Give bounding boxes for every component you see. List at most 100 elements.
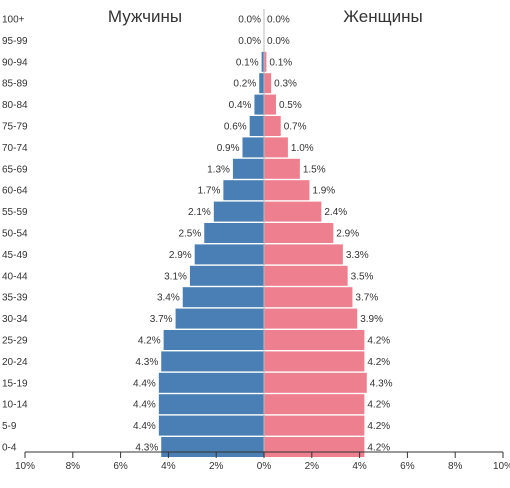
male-value-label: 4.4% (133, 378, 156, 389)
age-label: 5-9 (2, 421, 17, 432)
male-bar (158, 394, 264, 415)
x-tick-label: 4% (161, 461, 176, 472)
age-label: 15-19 (2, 378, 28, 389)
x-tick-label: 4% (352, 461, 367, 472)
female-value-label: 1.9% (312, 186, 335, 197)
male-bar (161, 351, 264, 372)
male-bar (161, 437, 264, 457)
x-tick-label: 0% (257, 461, 272, 472)
x-tick-label: 10% (15, 461, 35, 472)
female-bar (264, 351, 365, 372)
x-axis: 10% 8% 6% 4% 2% 0% 2% 4% 6% 8% 10% (15, 9, 510, 472)
male-bar (254, 94, 264, 115)
female-value-label: 1.5% (303, 164, 326, 175)
age-label: 40-44 (2, 271, 28, 282)
male-bar (175, 308, 264, 329)
male-bar (261, 51, 264, 72)
age-label: 95-99 (2, 36, 28, 47)
male-value-label: 0.0% (238, 15, 261, 26)
age-label: 30-34 (2, 314, 28, 325)
labels-group: 100+ 0.0% 0.0% 95-99 0.0% 0.0% 90-94 0.1% 0.1% 85… (2, 15, 393, 454)
male-value-label: 3.7% (150, 314, 173, 325)
female-value-label: 4.2% (367, 357, 390, 368)
female-value-label: 0.1% (269, 57, 292, 68)
female-bar (264, 265, 348, 286)
male-value-label: 4.4% (133, 400, 156, 411)
male-bar (194, 244, 264, 265)
female-value-label: 3.5% (351, 271, 374, 282)
male-value-label: 2.5% (178, 229, 201, 240)
female-bar (264, 180, 310, 201)
age-label: 50-54 (2, 229, 28, 240)
age-label: 90-94 (2, 57, 28, 68)
age-label: 35-39 (2, 293, 28, 304)
age-label: 0-4 (2, 443, 17, 454)
age-label: 45-49 (2, 250, 28, 261)
age-label: 85-89 (2, 79, 28, 90)
female-bar (264, 308, 358, 329)
x-tick-label: 2% (305, 461, 320, 472)
age-label: 55-59 (2, 207, 28, 218)
age-label: 60-64 (2, 186, 28, 197)
female-bar (264, 415, 365, 436)
male-bar (242, 137, 264, 158)
female-bar (264, 437, 365, 457)
male-value-label: 4.4% (133, 421, 156, 432)
male-bar (158, 372, 264, 393)
male-value-label: 0.1% (236, 57, 259, 68)
female-value-label: 4.3% (370, 378, 393, 389)
x-tick-label: 8% (448, 461, 463, 472)
age-label: 25-29 (2, 336, 28, 347)
male-value-label: 1.3% (207, 164, 230, 175)
age-label: 65-69 (2, 164, 28, 175)
age-label: 80-84 (2, 100, 28, 111)
male-bar (213, 201, 264, 222)
female-value-label: 1.0% (291, 143, 314, 154)
x-tick-label: 6% (400, 461, 415, 472)
male-bar (182, 287, 264, 308)
female-bar (264, 73, 272, 94)
male-value-label: 0.4% (229, 100, 252, 111)
x-tick-label: 2% (209, 461, 224, 472)
male-value-label: 1.7% (198, 186, 221, 197)
chart-title-male: Мужчины (108, 7, 182, 26)
male-value-label: 4.3% (135, 443, 158, 454)
female-value-label: 4.2% (367, 421, 390, 432)
female-value-label: 0.5% (279, 100, 302, 111)
age-label: 20-24 (2, 357, 28, 368)
female-value-label: 4.2% (367, 400, 390, 411)
x-tick-label: 10% (493, 461, 510, 472)
male-value-label: 4.3% (135, 357, 158, 368)
male-value-label: 2.9% (169, 250, 192, 261)
female-value-label: 4.2% (367, 443, 390, 454)
male-bar (204, 223, 264, 243)
female-bar (264, 51, 267, 72)
x-tick-label: 6% (113, 461, 128, 472)
female-bar (264, 158, 300, 179)
x-tick-label: 8% (66, 461, 81, 472)
male-value-label: 0.9% (217, 143, 240, 154)
male-bar (249, 116, 264, 136)
female-value-label: 3.7% (355, 293, 378, 304)
female-bar (264, 201, 322, 222)
female-bar (264, 94, 276, 115)
male-bar (158, 415, 264, 436)
male-bar (189, 265, 264, 286)
female-value-label: 4.2% (367, 336, 390, 347)
male-value-label: 4.2% (138, 336, 161, 347)
female-value-label: 3.3% (346, 250, 369, 261)
female-bar (264, 116, 281, 136)
female-bar (264, 330, 365, 350)
female-bar (264, 223, 334, 243)
male-value-label: 0.0% (238, 36, 261, 47)
female-value-label: 0.0% (267, 15, 290, 26)
female-value-label: 0.7% (284, 122, 307, 133)
male-value-label: 2.1% (188, 207, 211, 218)
male-value-label: 0.2% (233, 79, 256, 90)
female-bar (264, 287, 353, 308)
female-value-label: 2.4% (324, 207, 347, 218)
female-bar (264, 394, 365, 415)
female-value-label: 3.9% (360, 314, 383, 325)
female-value-label: 0.0% (267, 36, 290, 47)
